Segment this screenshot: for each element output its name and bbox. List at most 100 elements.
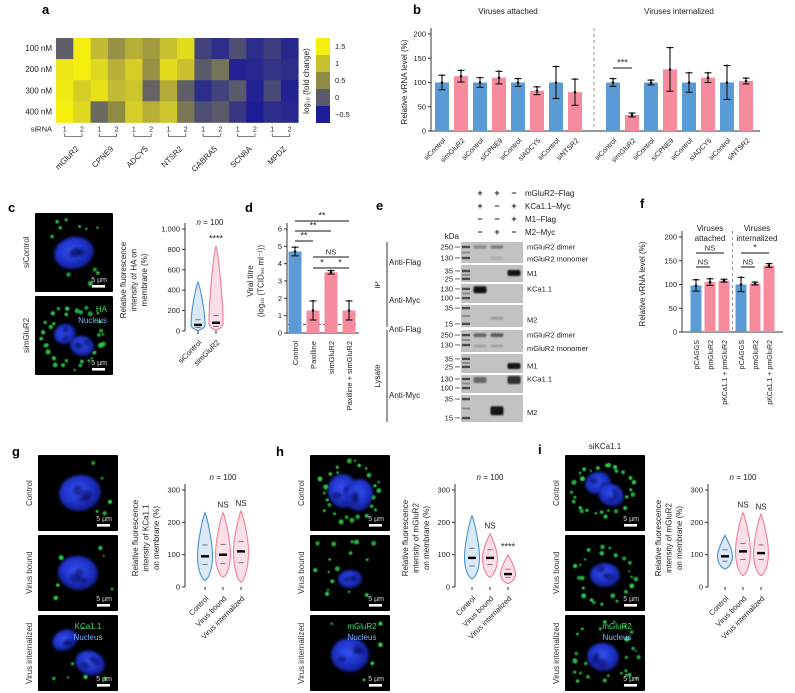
row-label: 300 nM xyxy=(25,86,52,95)
data-point xyxy=(330,269,332,272)
coip-western-blot: + + − mGluR2–Flag + − + KCa1.1–Myc − − + M1–Flag − + −… xyxy=(373,185,637,445)
ch-i-svg: 0 100 200 300 Relative fluorescence intensity… xyxy=(654,473,770,641)
lane-number: 2 xyxy=(253,126,257,133)
ch-d-svg: 0 1 2 3 4 5 6 Viral titre (log₁₀ (TCID₅₀ ml⁻¹)) C… xyxy=(246,211,359,410)
fluorescent-puncta xyxy=(572,620,641,683)
lane-number: 1 xyxy=(236,126,240,133)
median-bar xyxy=(486,556,494,560)
gene-label: SCN8A xyxy=(228,144,254,170)
ladder-band xyxy=(462,296,470,300)
marker-kda: 250 xyxy=(440,331,453,340)
heatmap-cell xyxy=(280,38,299,60)
blot xyxy=(461,265,523,282)
lane-number: 2 xyxy=(80,126,84,133)
section-label: IP xyxy=(375,281,382,289)
heatmap-cell xyxy=(107,38,126,60)
row-label: 400 nM xyxy=(25,107,52,116)
scale-label: 5 µm xyxy=(368,596,384,603)
colorbar-tick: 1 xyxy=(335,59,339,68)
marker-kda: 130 xyxy=(440,284,453,293)
bar xyxy=(473,82,487,131)
scale-bar xyxy=(624,524,637,527)
bar xyxy=(663,69,677,131)
micrograph: 5 µm xyxy=(310,535,390,611)
data-point xyxy=(348,299,350,302)
panel-b-letter: b xyxy=(413,2,421,17)
group-title: Viruses xyxy=(697,224,724,233)
panel-h-letter: h xyxy=(276,444,284,459)
group-title: internalized xyxy=(737,234,778,243)
scale-bar xyxy=(97,684,110,687)
marker-kda: 250 xyxy=(440,243,453,252)
ch-f-svg: 0 50 100 150 200 Relative vRNA level (%) Virus… xyxy=(638,224,783,405)
micrograph: 5 µm xyxy=(565,535,645,611)
data-point xyxy=(311,309,315,312)
protein-band xyxy=(490,333,504,338)
heatmap-cell xyxy=(229,80,247,102)
overexpression-bar-chart: 0 50 100 150 200 Relative vRNA level (%) Virus… xyxy=(637,185,795,445)
bar xyxy=(735,284,747,332)
data-point xyxy=(497,76,501,79)
section-label: Lysate xyxy=(375,364,382,388)
antibody-label: Anti-Myc xyxy=(389,391,420,400)
protein-band xyxy=(490,406,504,416)
stain-legend: mGluR2 xyxy=(602,622,632,631)
data-point xyxy=(536,85,538,88)
ladder-band xyxy=(462,407,470,410)
lane-number: 1 xyxy=(201,126,205,133)
micrograph: mGluR2 Nucleus 5 µm xyxy=(565,615,645,691)
fluorescent-puncta xyxy=(330,621,383,682)
bar xyxy=(342,310,356,333)
y-tick: 100 xyxy=(664,280,677,289)
heatmap-cell xyxy=(159,101,178,123)
lane-number: 2 xyxy=(149,126,153,133)
data-point xyxy=(611,81,615,84)
y-axis-label: intensity of HA on xyxy=(130,249,139,311)
y-tick: 3 xyxy=(278,277,282,286)
stain-legend: KCa1.1 xyxy=(75,622,102,631)
ch-g-svg: 0 100 200 300 Relative fluorescence intensity… xyxy=(131,473,250,641)
antibody-label: Anti-Flag xyxy=(389,258,421,267)
construct-sign: − xyxy=(477,227,482,237)
protein-band xyxy=(473,286,487,294)
bar xyxy=(718,280,730,332)
lane-number: 1 xyxy=(132,126,136,133)
band-label: M2 xyxy=(527,408,537,417)
heatmap-cell xyxy=(90,80,109,102)
data-point xyxy=(649,81,653,84)
y-tick: 5 xyxy=(278,242,282,251)
scale-label: 5 µm xyxy=(96,516,112,523)
marker-kda: 25 xyxy=(445,274,453,283)
data-point xyxy=(768,262,770,265)
bar xyxy=(720,82,734,131)
heatmap-cell xyxy=(280,59,299,81)
bar xyxy=(492,77,506,131)
panel-g-letter: g xyxy=(12,444,20,459)
ladder-band xyxy=(462,315,470,317)
lane-bracket xyxy=(271,133,290,137)
data-point xyxy=(744,79,748,83)
ladder-band xyxy=(462,273,470,276)
band-label: M1 xyxy=(527,361,537,370)
y-tick: 0 xyxy=(673,328,677,337)
y-tick: 4 xyxy=(278,259,282,268)
x-tick-label: pmGluR2 xyxy=(753,340,760,370)
lane-bracket xyxy=(98,133,117,137)
data-point xyxy=(630,113,634,117)
image-side-label: Virus internalized xyxy=(297,622,306,684)
x-tick-label: pCAGGS xyxy=(694,340,701,370)
heatmap-cell xyxy=(246,80,264,102)
stain-legend: Nucleus xyxy=(348,633,377,642)
median-bar xyxy=(504,572,512,576)
scale-bar xyxy=(97,604,110,607)
gene-label: NTSR2 xyxy=(160,144,185,169)
image-side-label: Control xyxy=(552,480,561,506)
heatmap-cell xyxy=(73,101,91,123)
heatmap-cell xyxy=(177,38,195,60)
group-title: attached xyxy=(695,234,726,243)
scale-label: 5 µm xyxy=(368,516,384,523)
protein-band xyxy=(490,245,504,249)
band-label: mGluR2 dimer xyxy=(527,243,576,252)
panel-f: 0 50 100 150 200 Relative vRNA level (%) Virus… xyxy=(637,185,795,440)
micrograph: 5 µm xyxy=(310,455,390,531)
